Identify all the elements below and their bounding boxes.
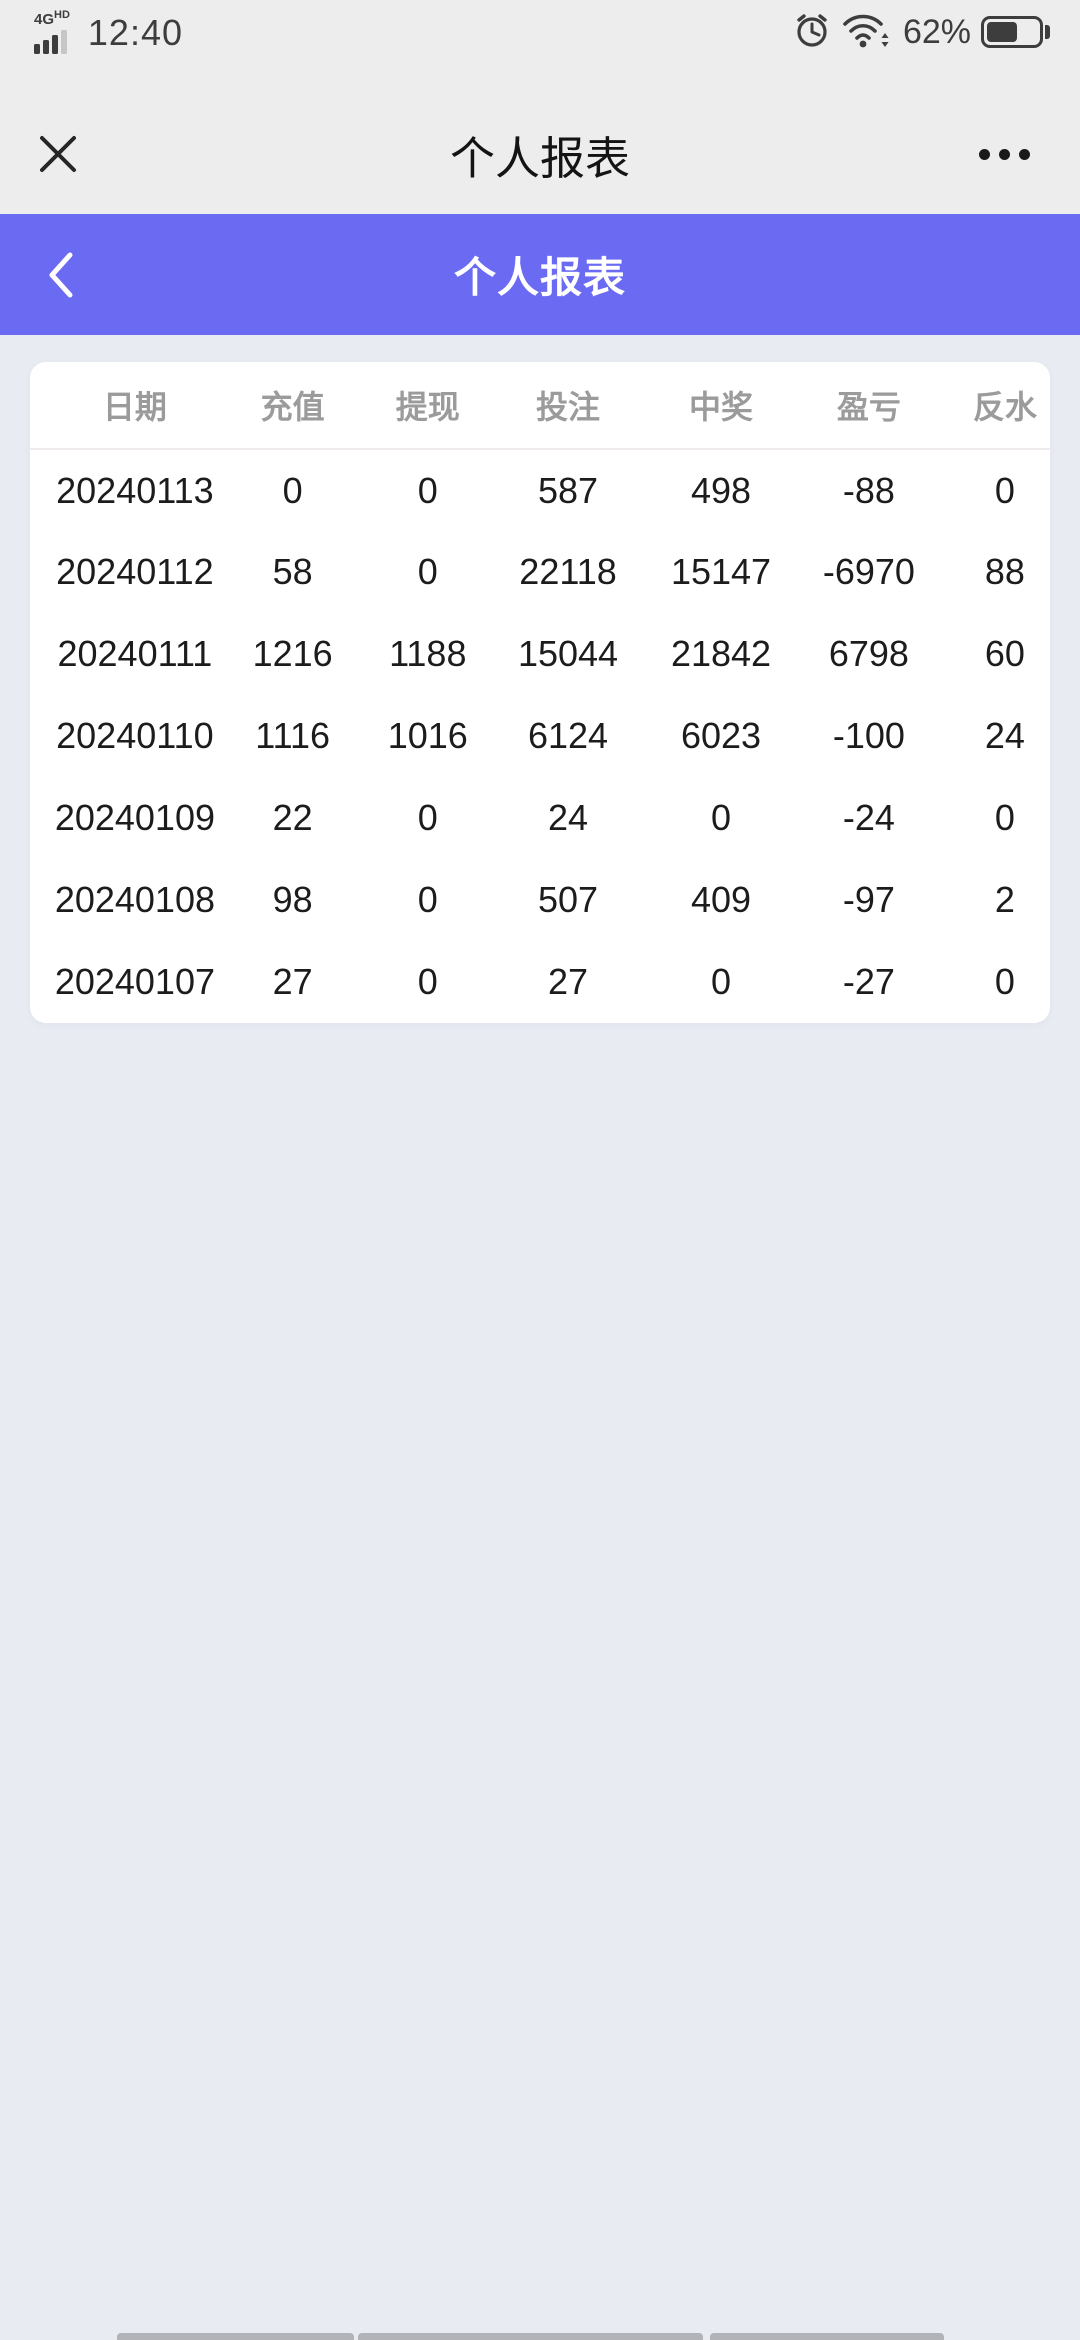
cell-recharge: 98 [272,879,313,920]
report-card: 日期 充值 提现 投注 中奖 盈亏 反水 20240113 0 0 587 49… [30,362,1050,1023]
cell-withdraw: 0 [417,551,438,592]
cell-win: 15147 [670,551,772,592]
table-row: 20240112 58 0 22118 15147 -6970 88 [30,531,1050,613]
app-header-title: 个人报表 [453,254,626,301]
cell-bet: 6124 [527,715,609,756]
system-nav-button[interactable] [358,2333,703,2340]
cell-win: 0 [711,961,732,1002]
close-icon [40,136,76,172]
cell-bet: 22118 [519,551,617,592]
cell-date: 20240113 [56,469,214,511]
column-header-rebate: 反水 [937,362,1050,450]
cell-withdraw: 1016 [387,715,468,756]
cell-bet: 24 [548,797,589,838]
cell-win: 498 [690,469,752,511]
cell-win: 6023 [680,715,762,756]
table-row: 20240108 98 0 507 409 -97 2 [30,859,1050,941]
cell-recharge: 22 [272,797,313,838]
cell-rebate: 60 [984,633,1025,674]
table-header-row: 日期 充值 提现 投注 中奖 盈亏 反水 [30,362,1050,450]
status-right: 62% [793,11,1050,54]
more-button[interactable] [979,139,1030,170]
signal-bars-icon [34,30,67,54]
cell-profit: -100 [832,715,905,756]
alarm-clock-icon [793,11,831,54]
webview-nav-bar: 个人报表 [0,58,1080,214]
cell-withdraw: 0 [417,879,438,920]
network-label: 4GHD [34,9,70,28]
battery-icon [981,16,1050,48]
cell-withdraw: 0 [417,469,438,511]
cell-bet: 507 [537,879,599,920]
battery-percent: 62% [902,12,971,51]
column-header-win: 中奖 [641,362,801,450]
cell-bet: 15044 [517,633,619,674]
cell-recharge: 58 [272,551,313,592]
column-header-profit: 盈亏 [800,362,938,450]
cell-profit: 6798 [828,633,909,674]
cell-profit: -24 [842,797,895,838]
system-nav-button[interactable] [710,2333,944,2340]
network-indicator: 4GHD [34,10,70,54]
cell-recharge: 1116 [255,715,331,756]
cell-rebate: 88 [984,551,1025,592]
column-header-withdraw: 提现 [361,362,495,450]
report-table: 日期 充值 提现 投注 中奖 盈亏 反水 20240113 0 0 587 49… [30,362,1050,1023]
cell-rebate: 2 [994,879,1015,920]
cell-date: 20240109 [54,797,215,838]
system-nav-button[interactable] [117,2333,354,2340]
column-header-bet: 投注 [494,362,642,450]
column-header-recharge: 充值 [223,362,362,450]
table-row: 20240113 0 0 587 498 -88 0 [30,449,1050,531]
top-bar-area: 4GHD 12:40 [0,0,1080,214]
cell-profit: -27 [842,961,895,1002]
cell-date: 20240111 [57,633,213,674]
more-dots-icon [1019,148,1030,160]
cell-bet: 587 [537,469,599,511]
app-header: 个人报表 [0,214,1080,335]
table-row: 20240107 27 0 27 0 -27 0 [30,941,1050,1023]
cell-profit: -97 [842,879,895,920]
table-row: 20240109 22 0 24 0 -24 0 [30,777,1050,859]
cell-recharge: 27 [272,961,313,1002]
cell-date: 20240107 [54,961,215,1002]
cell-rebate: 0 [994,797,1015,838]
cell-withdraw: 0 [417,961,438,1002]
cell-recharge: 0 [282,469,303,511]
cell-win: 0 [711,797,732,838]
cell-date: 20240108 [54,879,215,920]
cell-recharge: 1216 [252,633,333,674]
table-row: 20240110 1116 1016 6124 6023 -100 24 [30,695,1050,777]
cell-win: 21842 [670,633,772,674]
table-row: 20240111 1216 1188 15044 21842 6798 60 [30,613,1050,695]
back-button[interactable] [36,214,86,335]
more-dots-icon [979,148,990,160]
cell-rebate: 0 [994,961,1015,1002]
cell-rebate: 24 [984,715,1025,756]
column-header-date: 日期 [30,362,224,450]
status-bar: 4GHD 12:40 [0,0,1080,58]
cell-withdraw: 1188 [389,633,467,674]
cell-win: 409 [690,879,752,920]
cell-profit: -6970 [822,551,915,592]
cell-bet: 27 [548,961,589,1002]
cell-date: 20240110 [56,715,214,756]
cell-rebate: 0 [994,469,1015,511]
network-hd-badge: HD [54,9,70,21]
more-dots-icon [999,148,1010,160]
close-button[interactable] [36,132,80,176]
clock-time: 12:40 [87,12,183,53]
status-left: 4GHD 12:40 [34,10,183,54]
cell-withdraw: 0 [417,797,438,838]
wifi-icon [841,11,893,54]
system-nav-peek [0,2333,1080,2340]
chevron-left-icon [49,252,73,297]
cell-date: 20240112 [56,551,214,592]
cell-profit: -88 [842,469,895,511]
page-title: 个人报表 [449,132,630,184]
